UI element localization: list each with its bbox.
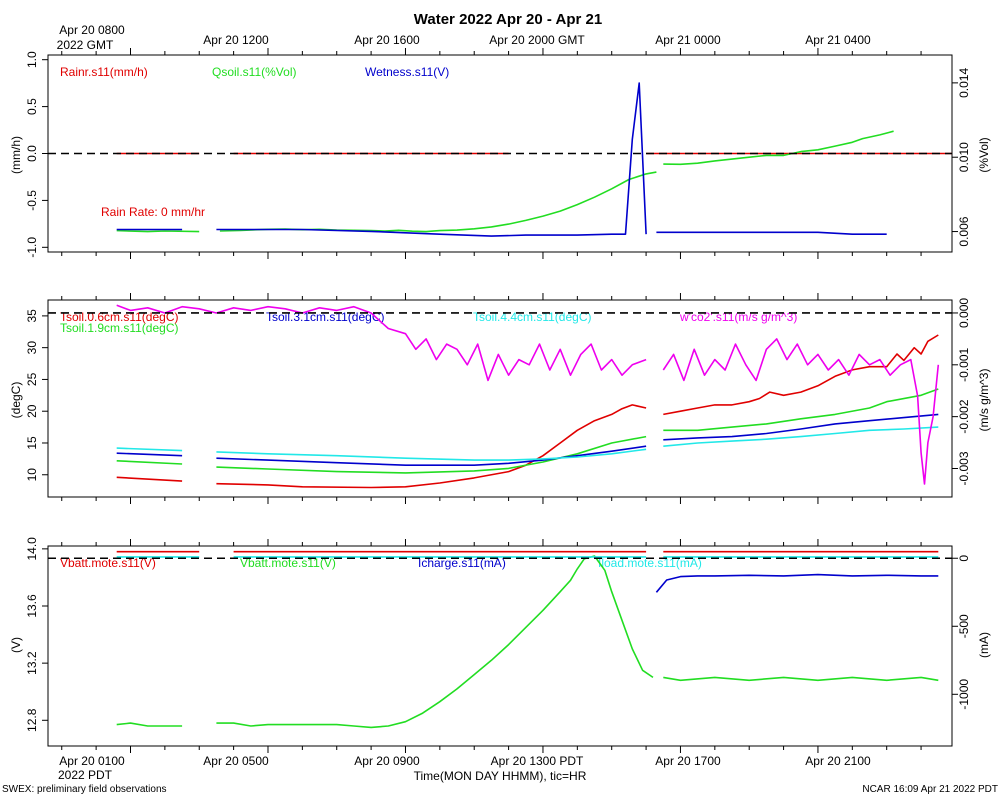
left-tick-label: 12.8 xyxy=(25,708,39,732)
series-line xyxy=(655,573,939,593)
right-tick-label: 0.014 xyxy=(957,68,971,98)
series-line xyxy=(216,82,647,237)
legend-vbatt-green: Vbatt.mote.s11(V) xyxy=(240,556,336,570)
right-tick-label: -0.002 xyxy=(957,399,971,433)
series-line xyxy=(116,304,647,382)
bottom-time-label: Apr 20 1300 PDT xyxy=(491,754,584,768)
series-line xyxy=(663,676,939,682)
legend-tsoil-44: Tsoil.4.4cm.s11(degC) xyxy=(473,310,592,324)
left-tick-label: 20 xyxy=(25,404,39,418)
left-tick-label: 10 xyxy=(25,468,39,482)
right-tick-label: -0.003 xyxy=(957,451,971,485)
legend-wco2: w'co2'.s11(m/s g/m^3) xyxy=(679,310,797,324)
bottom-time-axis: Apr 20 0100 2022 PDT Apr 20 0500 Apr 20 … xyxy=(58,754,871,783)
legend-icharge: Icharge.s11(mA) xyxy=(418,556,506,570)
panel-rain: Rainr.s11(mm/h) Qsoil.s11(%Vol) Wetness.… xyxy=(9,48,991,259)
left-axis-label: (V) xyxy=(9,637,23,653)
rain-rate-annotation: Rain Rate: 0 mm/hr xyxy=(101,205,205,219)
bottom-year-label: 2022 PDT xyxy=(58,768,113,782)
left-tick-label: 0.0 xyxy=(25,145,39,162)
legend-tsoil-19: Tsoil.1.9cm.s11(degC) xyxy=(60,321,179,335)
left-tick-label: 35 xyxy=(25,309,39,323)
series-line xyxy=(116,452,183,457)
series-line xyxy=(662,338,940,485)
right-tick-label: 0.000 xyxy=(957,298,971,328)
x-axis-label: Time(MON DAY HHMM), tic=HR xyxy=(414,769,587,783)
footer-right: NCAR 16:09 Apr 21 2022 PDT xyxy=(862,784,998,795)
series-group xyxy=(116,304,940,489)
series-line xyxy=(216,448,647,461)
left-tick-label: 25 xyxy=(25,372,39,386)
series-line xyxy=(663,334,939,416)
bottom-time-label: Apr 20 0500 xyxy=(203,754,269,768)
left-tick-label: 14.0 xyxy=(25,537,39,561)
right-tick-label: -0.001 xyxy=(957,347,971,381)
series-line xyxy=(663,130,894,166)
right-tick-label: 0.010 xyxy=(957,142,971,172)
legend-qsoil: Qsoil.s11(%Vol) xyxy=(212,65,296,79)
series-line xyxy=(116,722,183,727)
right-axis-label: (mA) xyxy=(977,632,991,658)
left-axis-label: (mm/h) xyxy=(9,136,23,174)
bottom-time-label: Apr 20 0900 xyxy=(354,754,420,768)
right-tick-label: 0 xyxy=(957,555,971,562)
plot-frame xyxy=(47,545,953,747)
top-time-label: Apr 20 2000 GMT xyxy=(489,33,585,47)
series-group xyxy=(116,550,939,729)
series-line xyxy=(216,445,647,467)
right-axis-label: (m/s g/m^3) xyxy=(977,369,991,432)
top-time-label: Apr 20 1600 xyxy=(354,33,420,47)
left-tick-label: 1.0 xyxy=(25,51,39,68)
series-line xyxy=(116,447,183,452)
left-tick-label: -0.5 xyxy=(25,190,39,211)
series-line xyxy=(663,388,939,432)
right-tick-label: 0.006 xyxy=(957,216,971,246)
bottom-time-label: Apr 20 2100 xyxy=(805,754,871,768)
series-line xyxy=(656,231,887,235)
plot-frame xyxy=(47,299,953,498)
right-tick-label: -1000 xyxy=(957,679,971,710)
left-tick-label: 30 xyxy=(25,341,39,355)
left-tick-label: -1.0 xyxy=(25,237,39,258)
figure-title: Water 2022 Apr 20 - Apr 21 xyxy=(414,11,602,28)
right-axis-label: (%Vol) xyxy=(977,137,991,172)
series-line xyxy=(116,476,183,482)
left-tick-label: 15 xyxy=(25,436,39,450)
left-tick-label: 13.6 xyxy=(25,594,39,618)
series-line xyxy=(216,555,654,729)
panel-temperature: Tsoil.0.6cm.s11(degC) Tsoil.1.9cm.s11(de… xyxy=(9,293,991,504)
left-tick-label: 0.5 xyxy=(25,98,39,115)
bottom-time-label: Apr 20 1700 xyxy=(655,754,721,768)
legend-rainr: Rainr.s11(mm/h) xyxy=(60,65,148,79)
right-tick-label: -500 xyxy=(957,614,971,638)
series-line xyxy=(216,404,647,489)
top-time-label: Apr 20 1200 xyxy=(203,33,269,47)
series-line xyxy=(216,435,647,474)
series-line xyxy=(219,171,657,233)
legend-iload: Iload.mote.s11(mA) xyxy=(598,556,702,570)
top-time-label: Apr 21 0000 xyxy=(655,33,721,47)
top-time-axis: Apr 20 0800 2022 GMT Apr 20 1200 Apr 20 … xyxy=(57,23,871,52)
series-group xyxy=(116,82,952,237)
top-time-label: Apr 20 0800 xyxy=(59,23,125,37)
footer-left: SWEX: preliminary field observations xyxy=(2,784,167,795)
series-line xyxy=(116,460,183,465)
left-tick-label: 13.2 xyxy=(25,651,39,675)
left-axis-label: (degC) xyxy=(9,382,23,419)
legend-wetness: Wetness.s11(V) xyxy=(365,65,449,79)
top-time-label: Apr 21 0400 xyxy=(805,33,871,47)
bottom-time-label: Apr 20 0100 xyxy=(59,754,125,768)
series-line xyxy=(116,229,200,233)
series-line xyxy=(663,413,939,441)
legend-vbatt-red: Vbatt.mote.s11(V) xyxy=(60,556,156,570)
top-year-label: 2022 GMT xyxy=(57,38,114,52)
series-line xyxy=(663,426,939,447)
panel-battery: Vbatt.mote.s11(V) Vbatt.mote.s11(V) Icha… xyxy=(9,537,991,753)
